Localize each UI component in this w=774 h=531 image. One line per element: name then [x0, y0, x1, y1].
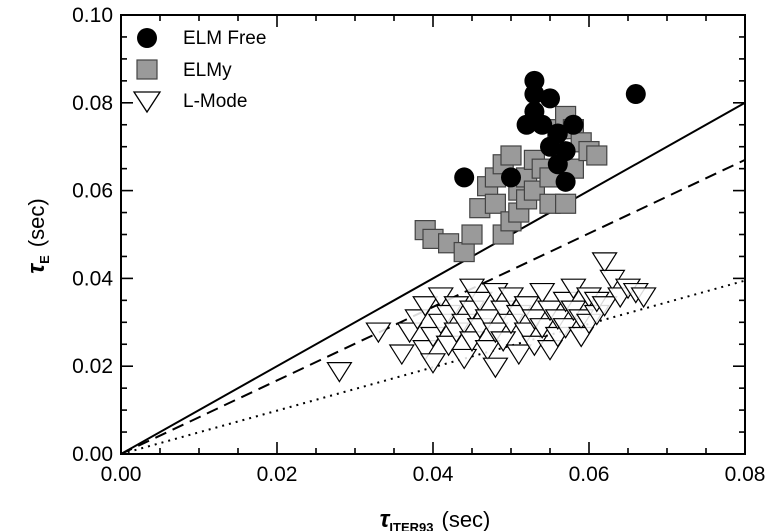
y-tick-label: 0.06: [72, 180, 113, 203]
y-tick-label: 0.10: [72, 4, 113, 27]
point-elmy: [484, 193, 506, 214]
point-l-mode: [396, 322, 423, 344]
svg-text:τE(sec): τE (sec): [23, 198, 52, 273]
point-elmy: [500, 145, 522, 166]
point-elm-free: [555, 171, 576, 192]
point-l-mode: [388, 344, 415, 366]
y-axis-label: τE (sec): [23, 198, 52, 273]
point-elm-free: [540, 88, 560, 109]
point-l-mode: [412, 296, 439, 317]
legend-item-elm-free: ELM Free: [137, 28, 266, 49]
point-l-mode: [474, 309, 501, 331]
point-l-mode: [513, 322, 540, 344]
point-elmy: [461, 224, 483, 245]
legend-label-elmy: ELMy: [183, 60, 232, 81]
legend-item-elmy: ELMy: [136, 59, 232, 81]
legend-marker-gray-square: [136, 59, 158, 80]
point-l-mode: [536, 340, 564, 361]
x-tick-label: 0.04: [413, 463, 454, 486]
point-l-mode: [482, 357, 509, 379]
legend-item-l-mode: L-Mode: [132, 91, 247, 114]
point-l-mode: [466, 291, 493, 313]
point-l-mode: [630, 287, 657, 309]
y-tick-label: 0.02: [72, 355, 113, 378]
reference-lines: [120, 101, 746, 455]
point-l-mode: [474, 340, 501, 361]
x-axis-label: τITER93 (sec): [380, 506, 491, 531]
y-axis-label-unit: (sec): [24, 198, 49, 247]
point-elmy: [554, 193, 577, 214]
data-points: [326, 70, 657, 383]
legend-marker-open-down-triangle: [132, 91, 162, 114]
legend-label-l-mode: L-Mode: [183, 91, 247, 112]
point-l-mode: [568, 326, 595, 348]
point-l-mode: [404, 309, 431, 331]
fit-line-dashed: [120, 158, 746, 455]
point-l-mode: [458, 278, 486, 300]
x-axis-label-unit: (sec): [442, 507, 491, 531]
point-l-mode: [513, 296, 540, 317]
point-elmy: [586, 145, 608, 166]
point-l-mode: [412, 340, 439, 361]
svg-text:τITER93(sec): τITER93 (sec): [380, 506, 491, 531]
legend-marker-filled-circle: [137, 28, 157, 48]
point-l-mode: [591, 296, 618, 317]
axis-ticks: 0.00 0.02 0.04 0.06 0.08 0.00 0.02 0.04 0.06 0.08…: [72, 4, 765, 486]
point-l-mode: [529, 282, 556, 304]
y-tick-label: 0.08: [72, 92, 113, 115]
point-elm-free: [454, 167, 475, 188]
point-elm-free: [563, 114, 584, 135]
x-axis-label-subscript: ITER93: [389, 520, 433, 531]
point-elmy: [453, 241, 475, 263]
point-l-mode: [419, 353, 447, 374]
point-elm-free: [625, 84, 646, 105]
point-elm-free: [532, 114, 553, 135]
x-tick-label: 0.00: [101, 463, 142, 486]
point-l-mode: [326, 361, 353, 383]
y-axis-label-subscript: E: [37, 255, 52, 264]
legend: ELM Free ELMy L-Mode: [132, 28, 266, 114]
fit-line-solid: [120, 101, 746, 455]
point-elm-free: [501, 167, 521, 188]
y-tick-label: 0.04: [72, 267, 113, 290]
point-l-mode: [591, 252, 618, 273]
legend-label-elm-free: ELM Free: [183, 28, 266, 49]
x-tick-label: 0.06: [569, 463, 610, 486]
point-elm-free: [555, 141, 576, 162]
point-l-mode: [451, 348, 478, 370]
x-tick-label: 0.02: [257, 463, 298, 486]
point-l-mode: [505, 344, 532, 366]
y-axis-label-symbol: τ: [23, 263, 50, 274]
point-elm-free: [524, 70, 545, 91]
point-l-mode: [365, 322, 392, 344]
point-elm-free: [547, 123, 568, 144]
x-axis-label-symbol: τ: [380, 506, 391, 531]
point-l-mode: [490, 331, 517, 352]
point-l-mode: [435, 335, 462, 357]
x-tick-label: 0.08: [725, 463, 766, 486]
y-tick-label: 0.00: [72, 443, 113, 466]
